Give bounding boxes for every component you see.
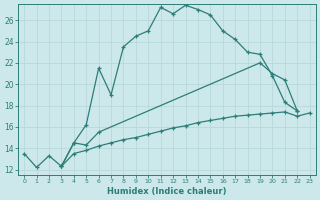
X-axis label: Humidex (Indice chaleur): Humidex (Indice chaleur) bbox=[107, 187, 227, 196]
